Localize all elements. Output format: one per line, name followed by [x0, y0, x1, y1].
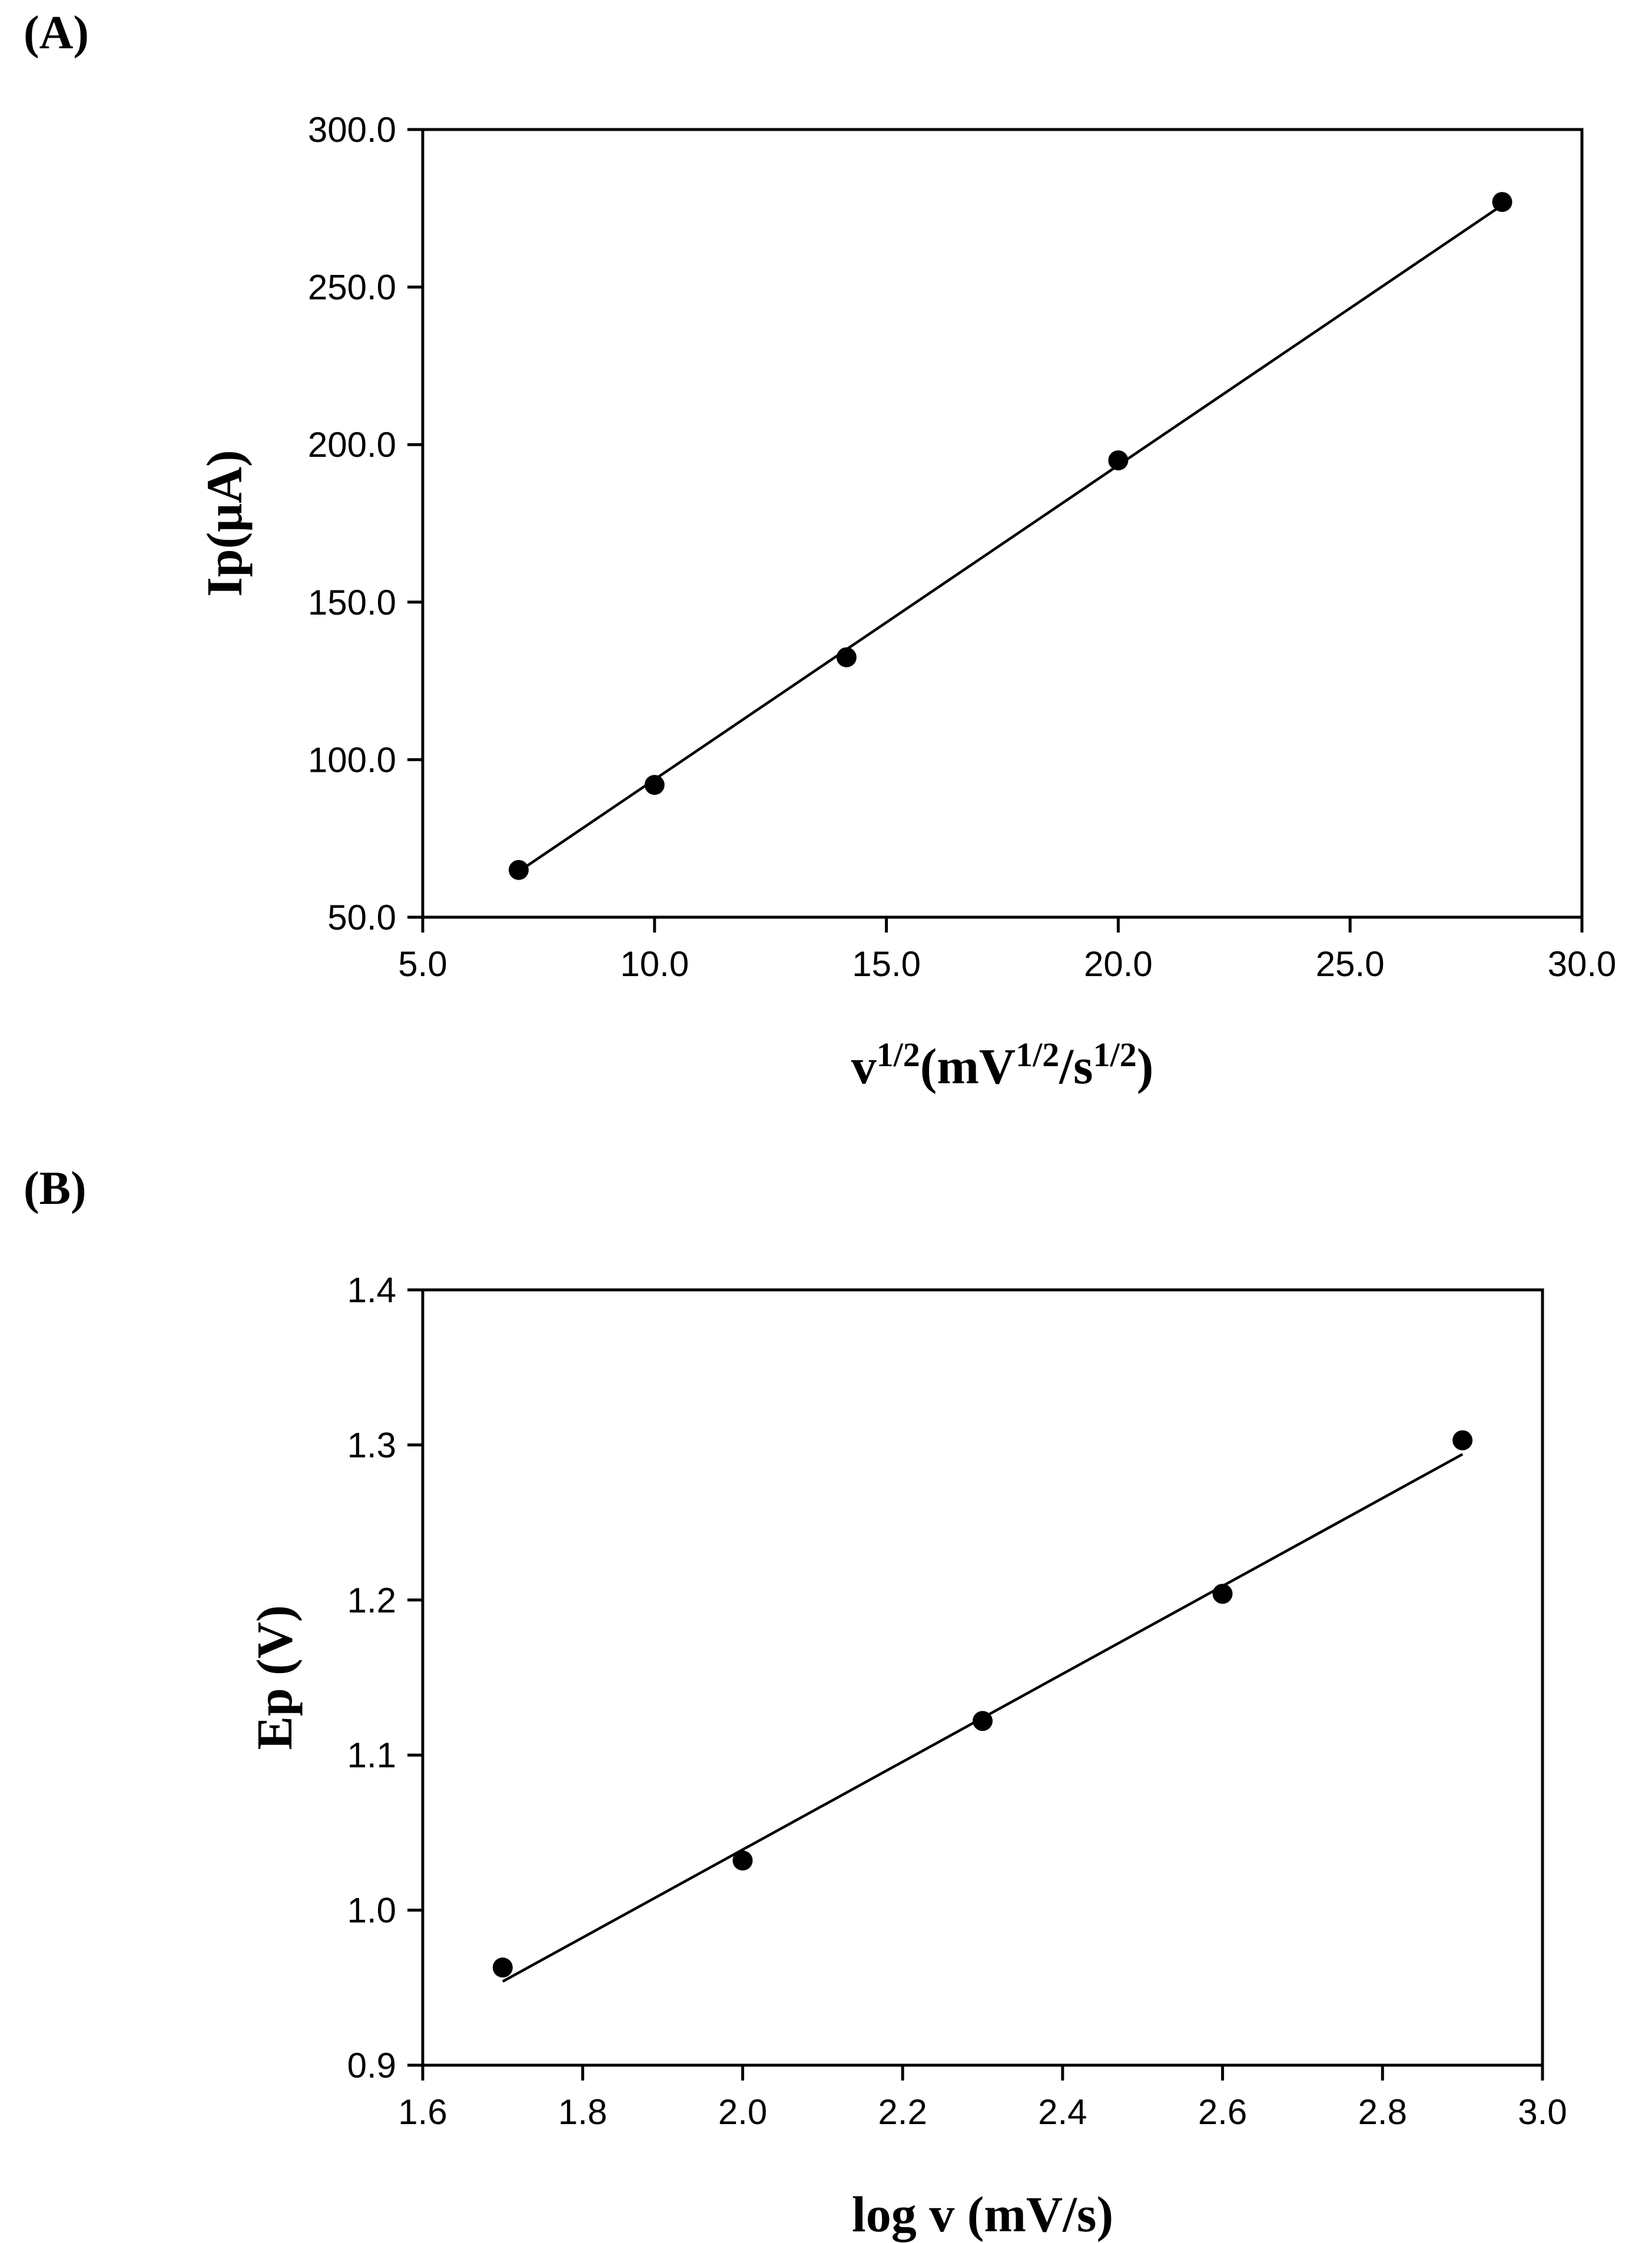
x-axis-title-part: /s [1059, 1038, 1093, 1094]
data-point-b [492, 1957, 513, 1978]
data-point-a [836, 647, 857, 668]
fit-line-a [518, 204, 1503, 873]
ticks-a: 5.0 10.0 15.0 20.0 25.0 30.0 50.0 100.0 150.0 200… [308, 110, 1617, 984]
y-tick-label-a: 300.0 [308, 110, 396, 150]
y-tick-label-b: 1.4 [347, 1270, 396, 1310]
x-tick-label-b: 1.6 [398, 2092, 447, 2132]
fit-line-group-a [518, 204, 1503, 873]
chart-a: (A) 5.0 10.0 15.0 20.0 25.0 30.0 50.0 100.0 150.… [24, 7, 1616, 1094]
x-axis-title-b: log v (mV/s) [852, 2186, 1113, 2242]
x-axis-title-part: 1/2 [1016, 1036, 1059, 1074]
x-tick-label-b: 2.8 [1358, 2092, 1407, 2132]
x-axis-title-part: 1/2 [877, 1036, 920, 1074]
x-axis-title-part: 1/2 [1093, 1036, 1137, 1074]
plot-frame-b [421, 1288, 1544, 2067]
y-tick-label-a: 200.0 [308, 425, 396, 464]
y-axis-title-b: Ep (V) [246, 1605, 303, 1750]
data-point-a [644, 775, 665, 795]
data-point-b [1452, 1430, 1473, 1451]
points-a [509, 192, 1512, 880]
x-axis-title-a: v1/2(mV1/2/s1/2) [851, 1036, 1154, 1094]
y-tick-label-a: 50.0 [327, 898, 396, 937]
x-tick-label-a: 30.0 [1548, 944, 1617, 984]
y-tick-label-a: 150.0 [308, 583, 396, 622]
x-tick-label-a: 20.0 [1084, 944, 1153, 984]
data-point-a [509, 860, 529, 880]
x-tick-label-a: 15.0 [852, 944, 921, 984]
y-tick-label-a: 100.0 [308, 740, 396, 779]
data-point-b [732, 1850, 753, 1871]
x-tick-label-a: 25.0 [1316, 944, 1385, 984]
data-point-a [1108, 450, 1129, 470]
ticks-b: 1.6 1.8 2.0 2.2 2.4 2.6 2.8 3.0 0.9 1.0 1.1 1.2 1.3 1… [347, 1270, 1567, 2132]
x-tick-label-a: 5.0 [398, 944, 447, 984]
x-axis-title-part: (mV [920, 1038, 1016, 1094]
x-tick-label-b: 2.0 [718, 2092, 767, 2132]
panel-label-b: (B) [24, 1163, 87, 1215]
points-b [492, 1430, 1473, 1978]
y-tick-label-b: 1.0 [347, 1891, 396, 1930]
x-tick-label-b: 1.8 [558, 2092, 607, 2132]
panel-label-a: (A) [24, 7, 89, 59]
y-tick-label-a: 250.0 [308, 268, 396, 307]
data-point-a [1492, 192, 1512, 213]
x-tick-label-a: 10.0 [620, 944, 689, 984]
x-tick-label-b: 2.4 [1038, 2092, 1087, 2132]
x-tick-label-b: 2.2 [878, 2092, 927, 2132]
y-tick-label-b: 1.1 [347, 1736, 396, 1775]
y-axis-title-a: Ip(μA) [196, 450, 253, 596]
plot-frame-a [421, 128, 1584, 919]
y-tick-label-b: 1.2 [347, 1581, 396, 1620]
x-tick-label-b: 2.6 [1198, 2092, 1247, 2132]
y-tick-label-b: 0.9 [347, 2046, 396, 2085]
data-point-b [973, 1711, 993, 1731]
y-tick-label-b: 1.3 [347, 1425, 396, 1465]
data-point-b [1212, 1584, 1233, 1604]
x-tick-label-b: 3.0 [1518, 2092, 1567, 2132]
chart-b: (B) 1.6 1.8 2.0 2.2 2.4 2.6 2.8 3.0 0.9 1.0 1.1 1.2… [24, 1163, 1567, 2242]
x-axis-title-part: v [851, 1038, 877, 1094]
x-axis-title-part: ) [1137, 1038, 1154, 1094]
